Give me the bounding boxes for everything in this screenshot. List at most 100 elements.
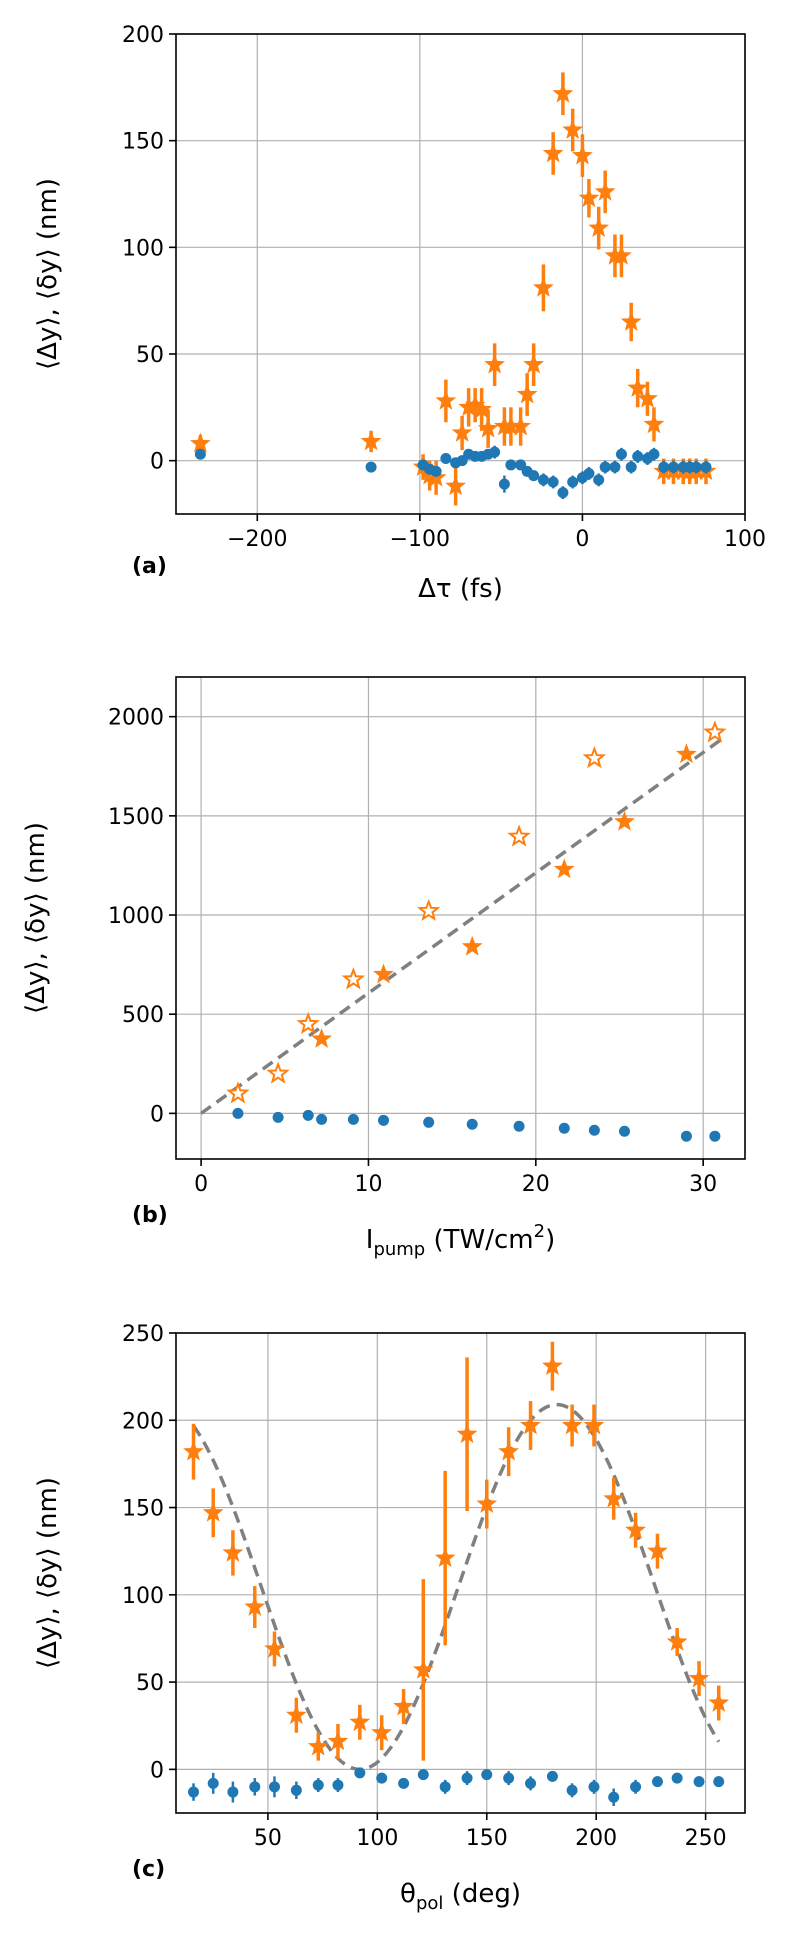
data-point-circle (268, 1781, 280, 1793)
data-point-circle (567, 476, 579, 488)
x-tick-label: 30 (689, 1172, 717, 1197)
data-point-star (266, 1061, 290, 1084)
series-Δy-filled (311, 743, 697, 1048)
y-tick-label: 2000 (108, 706, 164, 731)
data-point-star (627, 377, 649, 397)
data-point-circle (376, 1772, 388, 1784)
data-point-circle (609, 461, 621, 473)
data-point-circle (227, 1786, 239, 1798)
y-tick-label: 250 (122, 1322, 164, 1347)
data-point-circle (232, 1107, 244, 1119)
data-point-circle (547, 476, 559, 488)
data-point-circle (207, 1777, 219, 1789)
data-point-star (516, 383, 538, 404)
panel-c: 50 100 150 200 250 0 50 100 150 200 250 ⟨Δy⟩, ⟨δy⟩ … (33, 1322, 746, 1914)
data-point-star (620, 311, 642, 331)
data-point-star (637, 387, 658, 408)
data-point-star (461, 935, 483, 956)
y-tick-label: 0 (150, 1102, 164, 1127)
data-point-star (327, 1730, 349, 1751)
data-point-star (222, 1542, 244, 1562)
data-point-star (688, 1667, 710, 1688)
y-tick-label: 100 (122, 236, 164, 261)
data-point-star (523, 353, 545, 374)
data-point-star (264, 1638, 285, 1658)
plot-area (189, 72, 717, 506)
data-point-star (393, 1695, 414, 1716)
data-point-star (285, 1704, 307, 1725)
y-tick-label: 150 (122, 130, 164, 155)
x-tick-label: −100 (390, 527, 450, 552)
data-point-circle (700, 461, 712, 473)
data-point-star (307, 1735, 329, 1756)
data-point-star (676, 743, 697, 764)
data-point-circle (513, 1120, 525, 1132)
y-tick-label: 500 (122, 1003, 164, 1028)
data-point-circle (667, 461, 679, 473)
data-point-star (643, 413, 665, 434)
data-point-circle (690, 461, 702, 473)
y-tick-label: 200 (122, 1409, 164, 1434)
series-δy (232, 1107, 721, 1142)
data-point-circle (648, 448, 660, 460)
data-point-star (583, 1414, 605, 1435)
y-tick-label: 100 (122, 1584, 164, 1609)
data-point-circle (615, 448, 627, 460)
data-point-star (226, 1081, 250, 1104)
data-point-star (296, 1011, 320, 1035)
data-point-star (582, 745, 607, 769)
data-point-circle (583, 467, 595, 479)
data-point-star (611, 244, 632, 265)
fit-curve (192, 1402, 721, 1772)
data-point-circle (481, 1769, 493, 1781)
data-point-circle (332, 1779, 344, 1791)
data-point-star (703, 720, 727, 743)
data-point-circle (302, 1109, 314, 1121)
data-point-circle (566, 1784, 578, 1796)
data-point-star (507, 824, 531, 847)
data-point-star (476, 1493, 498, 1513)
data-point-circle (713, 1776, 725, 1788)
data-point-circle (625, 461, 637, 473)
data-point-star (588, 217, 610, 237)
data-point-circle (461, 1772, 473, 1784)
plot-area (183, 1341, 730, 1807)
series-δy (188, 1767, 725, 1807)
series-Δy-open (226, 720, 727, 1104)
data-point-circle (658, 461, 670, 473)
data-point-star (456, 1423, 478, 1444)
x-tick-label: 0 (194, 1172, 208, 1197)
data-point-star (510, 415, 532, 436)
series-Δy (189, 72, 717, 506)
data-point-circle (378, 1114, 390, 1126)
series-Δy (183, 1341, 730, 1761)
y-axis-label: ⟨Δy⟩, ⟨δy⟩ (nm) (33, 1477, 63, 1669)
data-point-circle (430, 465, 442, 477)
data-point-circle (354, 1767, 366, 1779)
grid (176, 1332, 745, 1813)
y-tick-label: 1000 (108, 904, 164, 929)
data-point-star (533, 276, 554, 297)
fit-line (200, 739, 721, 1115)
axes-frame (175, 33, 746, 515)
data-point-circle (498, 478, 510, 490)
data-point-circle (489, 446, 501, 458)
data-point-star (578, 187, 600, 208)
data-point-star (445, 475, 467, 496)
data-point-circle (417, 1769, 429, 1781)
x-axis-label: θpol (deg) (400, 1879, 521, 1914)
x-axis-label: Δτ (fs) (418, 574, 503, 604)
x-tick-label: 100 (724, 527, 766, 552)
series-δy (194, 445, 712, 500)
y-tick-label: 0 (150, 1758, 164, 1783)
panel-label: (a) (132, 554, 167, 579)
data-point-star (561, 1414, 583, 1435)
data-point-circle (619, 1125, 631, 1137)
data-point-circle (537, 474, 549, 486)
x-tick-label: 0 (575, 527, 589, 552)
data-point-circle (709, 1130, 721, 1142)
data-point-circle (249, 1781, 261, 1793)
data-point-circle (194, 448, 206, 460)
data-point-circle (588, 1124, 600, 1136)
